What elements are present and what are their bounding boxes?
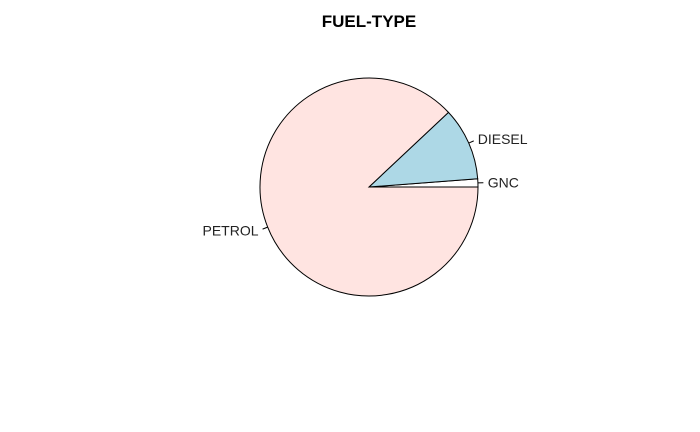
pie-slice-diesel <box>367 111 479 188</box>
chart-title: FUEL-TYPE <box>322 12 416 31</box>
pie-label-petrol: PETROL <box>203 223 259 239</box>
pie-label-gnc: GNC <box>488 175 519 191</box>
pie-leader-diesel <box>468 140 474 144</box>
pie-labels: GNC DIESEL PETROL <box>203 131 528 239</box>
pie-leader-petrol <box>262 226 268 230</box>
pie-slice-petrol <box>259 77 479 297</box>
pie-label-diesel: DIESEL <box>478 131 528 147</box>
pie-slices <box>259 77 479 297</box>
